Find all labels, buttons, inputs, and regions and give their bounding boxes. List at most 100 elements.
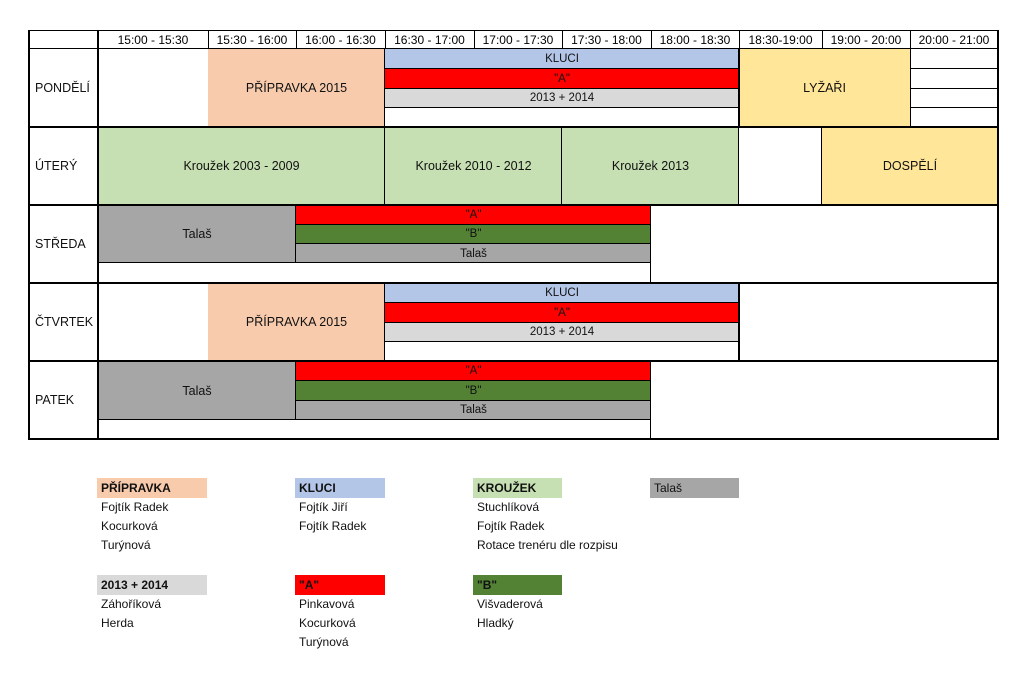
- legend-a-title: "A": [295, 575, 385, 595]
- day-label-ctvrtek: ČTVRTEK: [35, 315, 94, 329]
- grid-line: [910, 107, 998, 108]
- grid-line: [385, 88, 739, 89]
- grid-line: [384, 49, 385, 127]
- day-separator: [29, 204, 999, 206]
- block-2013-monday: 2013 + 2014: [385, 88, 739, 108]
- legend-krouzek-item: Stuchlíková: [477, 500, 540, 514]
- legend-pripravka-title: PŘÍPRAVKA: [97, 478, 207, 498]
- grid-line: [296, 400, 651, 401]
- grid-line: [821, 127, 822, 205]
- block-a-monday: "A": [385, 69, 739, 88]
- legend-2013-item: Herda: [101, 616, 134, 630]
- block-a-thursday: "A": [385, 303, 739, 322]
- block-a-friday: "A": [296, 361, 651, 381]
- block-krouzek-2010-2012: Kroužek 2010 - 2012: [385, 127, 562, 205]
- grid-line: [98, 262, 651, 263]
- legend-pripravka-item: Turýnová: [101, 538, 151, 552]
- header-time-4: 16:30 - 17:00: [394, 33, 465, 47]
- block-talas-friday: Talaš: [98, 361, 296, 420]
- block-talas-wednesday: Talaš: [98, 205, 296, 263]
- block-dospeli: DOSPĚLÍ: [822, 127, 998, 205]
- day-column-line: [97, 30, 99, 440]
- legend-a-item: Turýnová: [299, 635, 349, 649]
- legend-pripravka-item: Fojtík Radek: [101, 500, 169, 514]
- header-time-1: 15:00 - 15:30: [117, 33, 189, 47]
- legend-kluci-item: Fojtík Jiří: [299, 500, 348, 514]
- legend-2013-title: 2013 + 2014: [97, 575, 207, 595]
- day-label-pondeli: PONDĚLÍ: [35, 81, 90, 95]
- grid-line: [98, 419, 651, 420]
- block-pripravka-monday: PŘÍPRAVKA 2015: [208, 49, 385, 127]
- block-kluci-thursday: KLUCI: [385, 283, 739, 303]
- grid-line: [650, 205, 651, 283]
- grid-line: [295, 205, 296, 263]
- grid-line: [384, 127, 385, 205]
- grid-line: [738, 127, 739, 205]
- grid-line: [385, 107, 739, 108]
- grid-line: [738, 283, 740, 361]
- header-col-line: [739, 30, 740, 49]
- block-2013-thursday: 2013 + 2014: [385, 322, 739, 342]
- day-separator: [29, 360, 999, 362]
- legend-krouzek-title: KROUŽEK: [473, 478, 562, 498]
- day-label-utery: ÚTERÝ: [35, 159, 78, 173]
- header-col-line: [822, 30, 823, 49]
- legend-krouzek-item: Rotace trenéru dle rozpisu: [477, 538, 618, 552]
- schedule-table: 15:00 - 15:30 15:30 - 16:00 16:00 - 16:3…: [28, 30, 999, 440]
- grid-line: [296, 243, 651, 244]
- header-time-9: 19:00 - 20:00: [830, 33, 902, 47]
- table-border-right: [997, 30, 999, 440]
- block-b-friday: "B": [296, 381, 651, 400]
- legend-b-title: "B": [473, 575, 562, 595]
- day-label-streda: STŘEDA: [35, 237, 86, 251]
- header-col-line: [562, 30, 563, 49]
- grid-line: [295, 361, 296, 420]
- legend-pripravka-item: Kocurková: [101, 519, 158, 533]
- header-col-line: [385, 30, 386, 49]
- grid-line: [385, 341, 739, 342]
- header-col-line: [296, 30, 297, 49]
- grid-line: [738, 49, 740, 127]
- header-time-3: 16:00 - 16:30: [305, 33, 376, 47]
- block-lyzari-monday: LYŽAŘI: [739, 49, 910, 127]
- day-label-patek: PATEK: [35, 393, 75, 407]
- legend-kluci-item: Fojtík Radek: [299, 519, 367, 533]
- grid-line: [384, 283, 385, 361]
- block-talas2-friday: Talaš: [296, 400, 651, 420]
- table-border-left: [28, 30, 30, 440]
- header-time-6: 17:30 - 18:00: [571, 33, 642, 47]
- block-a-wednesday: "A": [296, 205, 651, 224]
- header-time-7: 18:00 - 18:30: [659, 33, 731, 47]
- header-time-2: 15:30 - 16:00: [216, 33, 288, 47]
- grid-line: [910, 88, 998, 89]
- legend-kluci-title: KLUCI: [295, 478, 385, 498]
- grid-line: [385, 68, 739, 69]
- grid-line: [910, 68, 998, 69]
- legend-a-item: Pinkavová: [299, 597, 355, 611]
- header-col-line: [910, 30, 911, 49]
- legend-krouzek-item: Fojtík Radek: [477, 519, 545, 533]
- table-border-top: [29, 30, 999, 31]
- header-time-8: 18:30-19:00: [748, 33, 813, 47]
- block-pripravka-thursday: PŘÍPRAVKA 2015: [208, 283, 385, 361]
- block-b-wednesday: "B": [296, 224, 651, 244]
- block-krouzek-2003-2009: Kroužek 2003 - 2009: [98, 127, 385, 205]
- header-col-line: [208, 30, 209, 49]
- block-krouzek-2013: Kroužek 2013: [562, 127, 739, 205]
- day-separator: [29, 126, 999, 128]
- legend-talas-title: Talaš: [650, 478, 739, 498]
- legend-a-item: Kocurková: [299, 616, 356, 630]
- legend-b-item: Hladký: [477, 616, 514, 630]
- block-talas2-wednesday: Talaš: [296, 244, 651, 263]
- header-time-5: 17:00 - 17:30: [482, 33, 554, 47]
- block-kluci-monday: KLUCI: [385, 49, 739, 69]
- day-separator: [29, 282, 999, 284]
- grid-line: [296, 380, 651, 381]
- grid-line: [296, 224, 651, 225]
- grid-line: [385, 302, 739, 303]
- table-border-bottom: [29, 438, 999, 440]
- grid-line: [561, 127, 562, 205]
- header-col-line: [651, 30, 652, 49]
- legend-b-item: Višvaderová: [477, 597, 543, 611]
- grid-line: [385, 322, 739, 323]
